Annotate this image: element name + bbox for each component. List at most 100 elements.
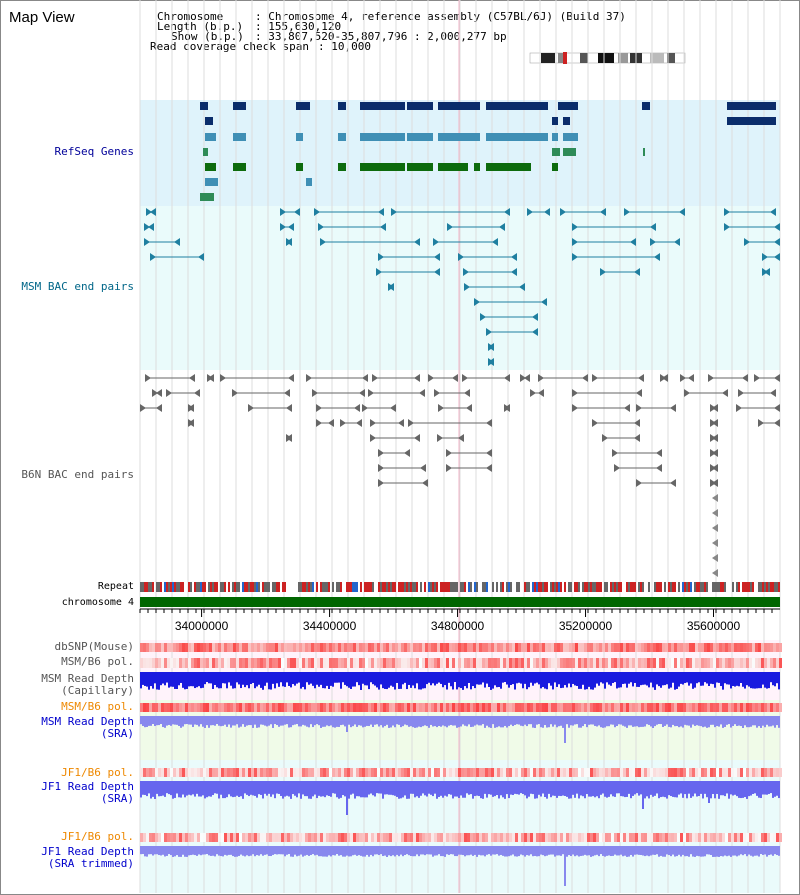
msm-b6-pol-2-cell bbox=[641, 703, 644, 712]
msm-depth-cap-bar bbox=[588, 672, 590, 687]
jf1-depth-sra-bar bbox=[226, 781, 228, 798]
msm-b6-pol-cell bbox=[236, 658, 239, 668]
jf1-depth-sra-bar bbox=[358, 781, 360, 797]
jf1-b6-pol-2-cell bbox=[386, 833, 389, 842]
jf1-b6-pol-2-cell bbox=[164, 833, 167, 842]
msm-depth-cap-bar bbox=[180, 672, 182, 683]
repeat-element bbox=[448, 582, 450, 592]
jf1-depth-trim-bar bbox=[522, 846, 524, 856]
msm-depth-cap-bar bbox=[258, 672, 260, 685]
jf1-depth-trim-bar bbox=[628, 846, 630, 857]
chromosome-ideogram[interactable] bbox=[529, 52, 686, 64]
msm-b6-pol-2-cell bbox=[254, 703, 257, 712]
dbsnp-cell bbox=[248, 643, 251, 652]
msm-depth-cap-bar bbox=[728, 672, 730, 685]
dbsnp-cell bbox=[338, 643, 341, 652]
jf1-b6-pol-2-cell bbox=[542, 833, 545, 842]
msm-b6-pol-cell bbox=[506, 658, 509, 668]
msm-b6-pol-2-cell bbox=[488, 703, 491, 712]
msm-b6-pol-2-cell bbox=[575, 703, 578, 712]
b6n-bac-pair-end bbox=[438, 404, 444, 412]
msm-b6-pol-2-cell bbox=[770, 703, 773, 712]
jf1-depth-sra-bar bbox=[746, 781, 748, 799]
jf1-b6-pol-2-cell bbox=[530, 833, 533, 842]
jf1-b6-pol-cell bbox=[182, 768, 185, 777]
jf1-depth-trim-bar bbox=[396, 846, 398, 855]
msm-depth-cap-bar bbox=[744, 672, 746, 689]
msm-depth-sra-bar bbox=[538, 716, 540, 725]
jf1-b6-pol-cell bbox=[344, 768, 347, 777]
repeat-element bbox=[326, 582, 328, 592]
b6n-bac-pair-end bbox=[419, 389, 425, 397]
msm-b6-pol-cell bbox=[677, 658, 680, 668]
msm-bac-pair-end bbox=[391, 208, 397, 216]
jf1-depth-sra-bar bbox=[440, 781, 442, 796]
repeat-element bbox=[674, 582, 676, 592]
msm-b6-pol-cell bbox=[362, 658, 365, 668]
jf1-depth-trim-bar bbox=[482, 846, 484, 856]
msm-b6-pol-2-cell bbox=[533, 703, 536, 712]
dbsnp-cell bbox=[569, 643, 572, 652]
msm-depth-cap-bar bbox=[304, 672, 306, 690]
repeat-element bbox=[462, 582, 464, 592]
msm-depth-sra-bar bbox=[750, 716, 752, 727]
jf1-depth-trim-bar bbox=[564, 846, 566, 886]
jf1-depth-trim-bar bbox=[200, 846, 202, 856]
b6n-bac-pair-end bbox=[414, 374, 420, 382]
msm-depth-cap-bar bbox=[624, 672, 626, 684]
b6n-bac-pair-end bbox=[602, 434, 608, 442]
jf1-b6-pol-2-cell bbox=[188, 833, 191, 842]
jf1-depth-trim-bar bbox=[642, 846, 644, 856]
msm-b6-pol-cell bbox=[218, 658, 221, 668]
msm-depth-cap-bar bbox=[256, 672, 258, 687]
jf1-depth-sra-bar bbox=[718, 781, 720, 799]
jf1-depth-sra-bar bbox=[250, 781, 252, 795]
jf1-depth-sra-bar bbox=[252, 781, 254, 796]
jf1-depth-trim-bar bbox=[340, 846, 342, 856]
msm-b6-pol-2-cell bbox=[512, 703, 515, 712]
jf1-depth-trim-bar bbox=[196, 846, 198, 856]
repeat-element bbox=[460, 582, 462, 592]
jf1-b6-pol-2-cell bbox=[287, 833, 290, 842]
repeat-element bbox=[436, 582, 438, 592]
jf1-depth-sra-bar bbox=[300, 781, 302, 799]
msm-depth-cap-bar bbox=[282, 672, 284, 687]
msm-depth-sra-bar bbox=[732, 716, 734, 726]
jf1-b6-pol-cell bbox=[299, 768, 302, 777]
b6n-bac-pair-end bbox=[378, 464, 384, 472]
msm-b6-pol-cell bbox=[521, 658, 524, 668]
jf1-b6-pol-cell bbox=[659, 768, 662, 777]
msm-depth-cap-bar bbox=[772, 672, 774, 686]
msm-bac-pair-end bbox=[378, 208, 384, 216]
b6n-bac-pair-end bbox=[286, 434, 292, 442]
jf1-depth-sra-bar bbox=[754, 781, 756, 794]
dbsnp-cell bbox=[143, 643, 146, 652]
msm-depth-sra-bar bbox=[348, 716, 350, 725]
jf1-depth-trim-bar bbox=[518, 846, 520, 857]
repeat-element bbox=[216, 582, 218, 592]
msm-b6-pol-2-cell bbox=[350, 703, 353, 712]
repeat-element bbox=[596, 582, 598, 592]
msm-depth-sra-bar bbox=[680, 716, 682, 727]
msm-depth-sra-bar bbox=[692, 716, 694, 725]
b6n-bac-pair-end bbox=[354, 404, 360, 412]
dbsnp-cell bbox=[677, 643, 680, 652]
repeat-element bbox=[386, 582, 388, 592]
msm-b6-pol-2-cell bbox=[401, 703, 404, 712]
msm-depth-cap-bar bbox=[544, 672, 546, 689]
jf1-b6-pol-2-cell bbox=[353, 833, 356, 842]
msm-depth-cap-bar bbox=[406, 672, 408, 690]
msm-b6-pol-cell bbox=[272, 658, 275, 668]
jf1-b6-pol-2-cell bbox=[260, 833, 263, 842]
msm-b6-pol-2-cell bbox=[245, 703, 248, 712]
msm-b6-pol-cell bbox=[452, 658, 455, 668]
jf1-depth-sra-label-2: (SRA) bbox=[100, 792, 134, 805]
jf1-depth-sra-bar bbox=[518, 781, 520, 795]
msm-depth-cap-bar bbox=[354, 672, 356, 687]
msm-b6-pol-cell bbox=[254, 658, 257, 668]
msm-depth-cap-bar bbox=[384, 672, 386, 689]
repeat-element bbox=[736, 582, 738, 592]
msm-depth-sra-bar bbox=[380, 716, 382, 726]
refseq-gene bbox=[200, 193, 214, 201]
jf1-depth-sra-bar bbox=[330, 781, 332, 797]
